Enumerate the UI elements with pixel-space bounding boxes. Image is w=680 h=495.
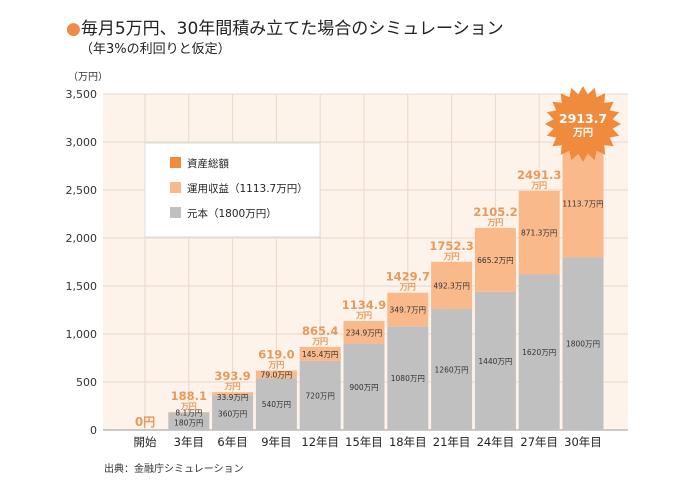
bar-gain	[518, 190, 560, 275]
total-label: 2105.2	[473, 205, 517, 219]
total-unit-label: 万円	[267, 361, 284, 370]
bar-principal-label: 1800万円	[566, 340, 600, 349]
legend-label: 資産総額	[187, 157, 229, 170]
bar-gain	[474, 227, 516, 292]
bar-gain-label: 492.3万円	[433, 281, 469, 290]
bar-gain-label: 145.4万円	[302, 350, 338, 359]
y-tick-label: 1,500	[66, 280, 98, 293]
bar-gain-label: 234.9万円	[346, 328, 382, 337]
bar-principal-label: 540万円	[262, 400, 291, 409]
bar-gain-label: 349.7万円	[390, 306, 426, 315]
x-tick-label: 3年目	[174, 435, 204, 449]
bar-principal	[212, 395, 254, 430]
bar-principal-label: 1620万円	[522, 348, 556, 357]
x-tick-label: 6年目	[217, 435, 247, 449]
total-unit-label: 万円	[443, 252, 460, 261]
y-tick-label: 1,000	[66, 328, 98, 341]
total-label: 188.1	[171, 389, 207, 403]
bar-principal	[343, 343, 385, 430]
total-label: 1752.3	[429, 239, 473, 253]
y-tick-label: 2,000	[66, 232, 98, 245]
bar-principal-label: 360万円	[218, 410, 247, 419]
y-tick-label: 3,000	[66, 136, 98, 149]
bar-gain	[343, 321, 385, 344]
x-tick-label: 27年目	[520, 435, 558, 449]
x-tick-label: 30年目	[564, 435, 602, 449]
y-tick-label: 500	[76, 376, 97, 389]
legend-swatch	[170, 157, 181, 168]
legend-label: 元本（1800万円）	[187, 207, 277, 220]
total-label: 0円	[135, 415, 155, 429]
y-tick-label: 3,500	[66, 88, 98, 101]
y-axis-unit-label: （万円）	[68, 71, 108, 83]
bar-principal-label: 180万円	[174, 419, 203, 428]
total-unit-label: 万円	[399, 283, 416, 292]
bar-principal-label: 720万円	[306, 391, 335, 400]
x-tick-label: 開始	[134, 435, 157, 449]
bullet-dot-icon: ●	[66, 19, 81, 39]
bar-principal	[431, 309, 473, 430]
bar-gain	[387, 292, 429, 327]
bar-principal	[255, 378, 297, 430]
legend-swatch	[170, 207, 181, 218]
total-label: 2913.7	[559, 111, 607, 126]
total-unit-label: 万円	[180, 402, 197, 411]
y-tick-label: 2,500	[66, 184, 98, 197]
total-label: 1429.7	[386, 270, 430, 284]
bar-gain	[255, 370, 297, 379]
x-tick-label: 15年目	[345, 435, 383, 449]
bar-gain-label: 33.9万円	[217, 393, 249, 402]
bar-gain-label: 1113.7万円	[562, 200, 603, 209]
total-unit-label: 万円	[486, 218, 503, 227]
total-unit-label: 万円	[311, 337, 328, 346]
total-label: 865.4	[302, 324, 338, 338]
x-tick-label: 21年目	[433, 435, 471, 449]
total-label: 393.9	[214, 369, 250, 383]
total-unit-label: 万円	[355, 311, 372, 320]
bar-principal	[518, 274, 560, 430]
x-tick-label: 18年目	[389, 435, 427, 449]
bar-gain-label: 665.2万円	[477, 256, 513, 265]
chart-title: ●毎月5万円、30年間積み立てた場合のシミュレーション	[66, 14, 504, 39]
bar-principal	[168, 412, 210, 430]
bar-gain-label: 871.3万円	[521, 229, 557, 238]
bar-principal	[562, 257, 604, 430]
total-label: 619.0	[258, 348, 294, 362]
legend-label: 運用収益（1113.7万円）	[187, 182, 308, 195]
starburst-badge-icon	[545, 86, 621, 162]
bar-principal-label: 1080万円	[391, 374, 425, 383]
bar-gain-label: 8.1万円	[175, 409, 202, 418]
legend-swatch	[170, 182, 181, 193]
bar-gain	[562, 150, 604, 258]
bar-principal	[474, 291, 516, 430]
x-tick-label: 24年目	[477, 435, 515, 449]
bar-gain	[168, 411, 210, 413]
bar-principal	[299, 360, 341, 430]
y-tick-label: 0	[90, 424, 97, 437]
bar-principal-label: 900万円	[349, 383, 378, 392]
total-label: 2491.3	[517, 168, 561, 182]
bar-gain	[212, 392, 254, 396]
total-unit-label: 万円	[572, 127, 593, 139]
bar-principal-label: 1260万円	[435, 366, 469, 375]
x-tick-label: 12年目	[301, 435, 339, 449]
total-label: 1134.9	[342, 298, 386, 312]
bar-gain	[299, 346, 341, 361]
total-unit-label: 万円	[530, 181, 547, 190]
bar-gain-label: 79.0万円	[261, 370, 293, 379]
total-unit-label: 万円	[224, 382, 241, 391]
bar-principal-label: 1440万円	[478, 357, 512, 366]
title-text: 毎月5万円、30年間積み立てた場合のシミュレーション	[80, 19, 504, 39]
chart-subtitle: （年3%の利回りと仮定）	[80, 42, 231, 57]
source-note: 出典：金融庁シミュレーション	[104, 464, 244, 475]
bar-gain	[431, 261, 473, 310]
x-tick-label: 9年目	[261, 435, 291, 449]
bar-principal	[387, 326, 429, 430]
